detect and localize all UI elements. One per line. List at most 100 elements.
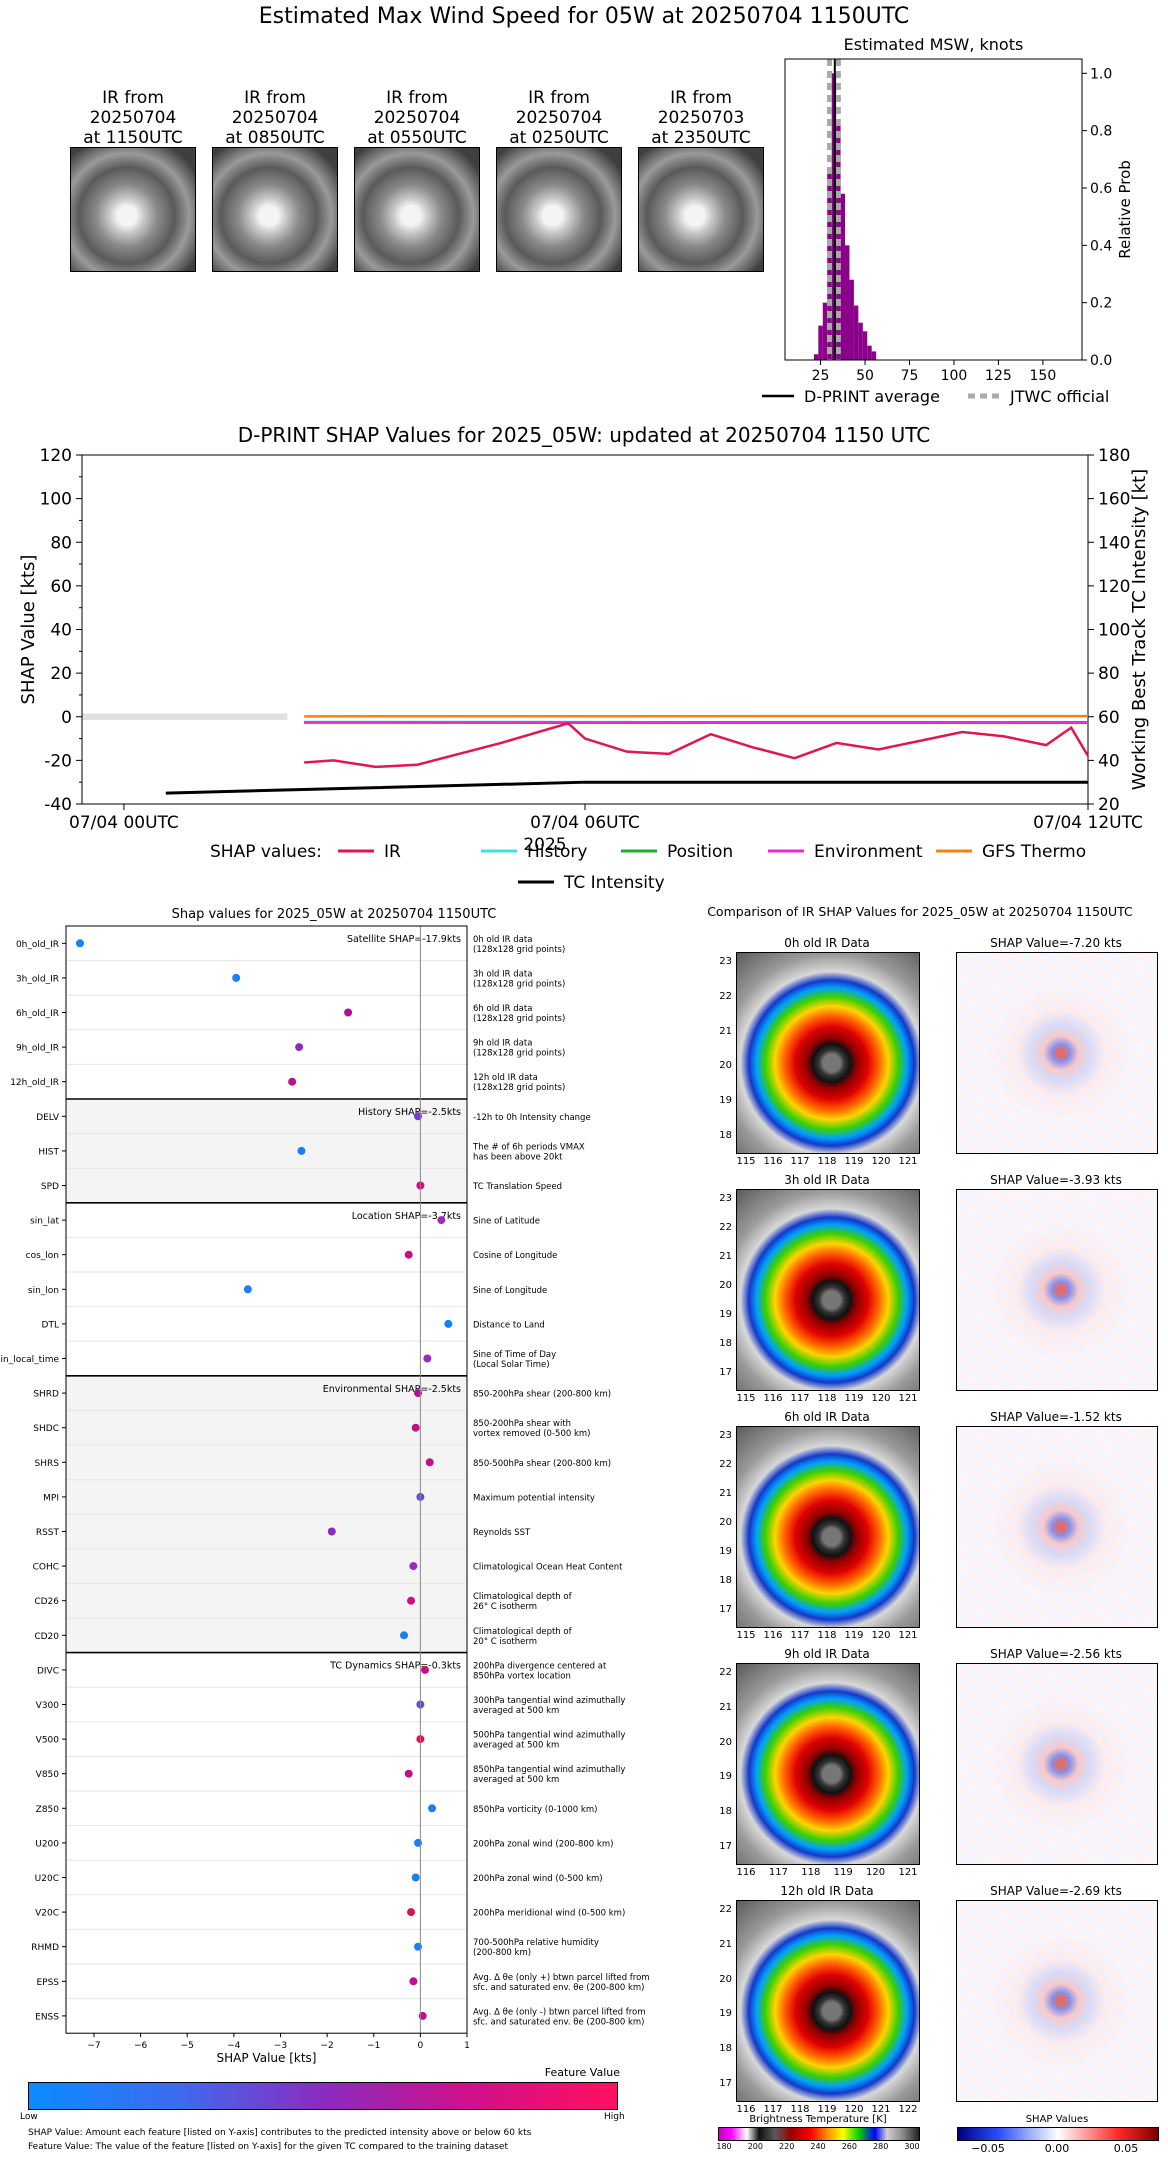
footnote-2: Feature Value: The value of the feature …	[28, 2142, 509, 2152]
ir-panel-ytick-label: 18	[719, 1575, 732, 1586]
feature-description: 200hPa divergence centered at	[473, 1661, 607, 1671]
feature-description: -12h to 0h Intensity change	[473, 1113, 591, 1123]
feature-description: sfc. and saturated env. θe (200-800 km)	[473, 2017, 645, 2027]
shap-panel-image	[956, 1900, 1158, 2102]
feature-description: 9h old IR data	[473, 1039, 532, 1049]
feature-name: MPI	[43, 1493, 59, 1503]
feature-description: Sine of Latitude	[473, 1217, 540, 1227]
ir-panel-ytick-label: 19	[719, 1546, 732, 1557]
feature-value-colorbar	[28, 2082, 618, 2110]
feature-description: vortex removed (0-500 km)	[473, 1429, 590, 1439]
ir-panel-xtick-label: 118	[817, 1630, 837, 1641]
ir-thumb-title-line: 20250704	[89, 108, 177, 128]
ir-panel-xtick-label: 116	[736, 1867, 756, 1878]
ir-thumb-title-line: 20250704	[515, 108, 603, 128]
feature-description: 850hPa vortex location	[473, 1671, 571, 1681]
ir-panel-image	[736, 1900, 920, 2102]
feature-name: V20C	[35, 1909, 59, 1919]
feature-description: The # of 6h periods VMAX	[472, 1142, 585, 1152]
ir-thumb-title-line: 20250704	[231, 108, 319, 128]
feature-description: Sine of Longitude	[473, 1286, 547, 1296]
ir-panel-xtick-label: 121	[898, 1156, 918, 1167]
feature-name: DIVC	[37, 1666, 59, 1676]
histogram-ytick-label: 0.6	[1090, 181, 1112, 197]
shap-panel-image	[956, 952, 1158, 1154]
zero-band	[82, 713, 288, 721]
feature-xtick-label: −4	[227, 2041, 241, 2051]
feature-description: 500hPa tangential wind azimuthally	[473, 1731, 625, 1741]
feature-description: 850-200hPa shear (200-800 km)	[473, 1390, 611, 1400]
feature-name: 12h_old_IR	[10, 1078, 59, 1088]
feature-description: 26° C isotherm	[473, 1602, 537, 1612]
group-label: Location SHAP=-3.7kts	[352, 1211, 461, 1222]
shap-panel-title: SHAP Value=-3.93 kts	[990, 1173, 1122, 1187]
legend-label: History	[527, 842, 587, 862]
ir-thumb-title-line: 20250704	[373, 108, 461, 128]
histogram-title: Estimated MSW, knots	[844, 35, 1024, 54]
bt-colorbar-tick: 240	[810, 2142, 826, 2151]
histogram-ytick-label: 1.0	[1090, 66, 1112, 82]
feature-description: 700-500hPa relative humidity	[473, 1938, 599, 1948]
ir-panel-xtick-label: 120	[871, 1393, 891, 1404]
feature-xtick-label: 1	[464, 2041, 470, 2051]
feature-xtick-label: −6	[134, 2041, 148, 2051]
legend-jtwc-label: JTWC official	[1009, 387, 1109, 406]
ir-thumb-title: IR from 20250704 at 0250UTC	[489, 88, 629, 148]
ir-panel-ytick-label: 18	[719, 2043, 732, 2055]
histogram-bar	[862, 331, 868, 360]
ir-panel-ytick-label: 22	[719, 1904, 732, 1915]
ir-thumb-title-line: 20250703	[657, 108, 745, 128]
feature-description: 0h old IR data	[473, 935, 532, 945]
histogram-frame	[784, 58, 1083, 361]
histogram-bar	[849, 279, 854, 360]
ir-panel-ytick-label: 18	[719, 1806, 732, 1818]
shap-panel-title: SHAP Value=-2.56 kts	[990, 1647, 1122, 1661]
timeseries-ytick-label: 80	[50, 533, 72, 553]
feature-point	[444, 1319, 453, 1328]
feature-name: Z850	[36, 1805, 60, 1815]
feature-point	[407, 1908, 416, 1917]
ir-panel-xtick-label: 121	[898, 1867, 918, 1878]
shap-panel-image	[956, 1663, 1158, 1865]
ir-thumb-title-line: at 2350UTC	[651, 128, 751, 148]
feature-colorbar-high: High	[604, 2112, 625, 2122]
feature-description: (200-800 km)	[473, 1948, 531, 1958]
ir-panel-ytick-label: 20	[719, 1973, 732, 1985]
ir-panel-xtick-label: 119	[844, 1630, 864, 1641]
ir-thumb-image	[212, 147, 338, 272]
shap-colorbar-tick: 0.00	[1044, 2142, 1070, 2155]
ir-panel-image	[736, 1663, 920, 1865]
ir-panel-xtick-label: 118	[817, 1156, 837, 1167]
ir-panel-image	[736, 1426, 920, 1628]
feature-chart-title: Shap values for 2025_05W at 20250704 115…	[172, 907, 497, 922]
bt-colorbar	[718, 2127, 920, 2141]
timeseries-ytick-label: 0	[61, 708, 72, 728]
histogram-bar	[845, 245, 850, 360]
group-label: Satellite SHAP=-17.9kts	[347, 934, 461, 945]
shap-panel-title: SHAP Value=-1.52 kts	[990, 1410, 1122, 1424]
ir-panel-xtick-label: 117	[790, 1630, 810, 1641]
feature-xtick-label: −7	[87, 2041, 100, 2051]
timeseries-y2tick-label: 160	[1098, 490, 1130, 510]
feature-point	[437, 1216, 446, 1225]
ir-panel-ytick-label: 21	[719, 1488, 732, 1499]
msw-histogram: Estimated MSW, knots 25 50 75 100 125 150 0.0 0.…	[762, 35, 1134, 406]
feature-description: 300hPa tangential wind azimuthally	[473, 1696, 625, 1706]
ir-panel-ytick-label: 21	[719, 1251, 732, 1262]
feature-name: V850	[36, 1770, 60, 1780]
timeseries-y2tick-label: 180	[1098, 446, 1130, 466]
feature-point	[344, 1008, 353, 1017]
legend-label: Environment	[814, 842, 923, 862]
ir-panel-xtick-label: 115	[736, 1630, 756, 1641]
feature-description: 20° C isotherm	[473, 1637, 537, 1647]
feature-name: SHDC	[33, 1424, 59, 1434]
ir-panel-image	[736, 952, 920, 1154]
ir-panel-title: 12h old IR Data	[780, 1884, 874, 1898]
feature-shap-chart: Shap values for 2025_05W at 20250704 115…	[0, 907, 650, 2065]
histogram-xtick-label: 50	[856, 368, 874, 384]
shap-panel-title: SHAP Value=-2.69 kts	[990, 1884, 1122, 1898]
timeseries-ytick-label: 60	[50, 577, 72, 597]
feature-name: EPSS	[36, 1978, 59, 1988]
feature-name: CD26	[34, 1597, 59, 1607]
feature-description: 850-200hPa shear with	[473, 1419, 571, 1429]
